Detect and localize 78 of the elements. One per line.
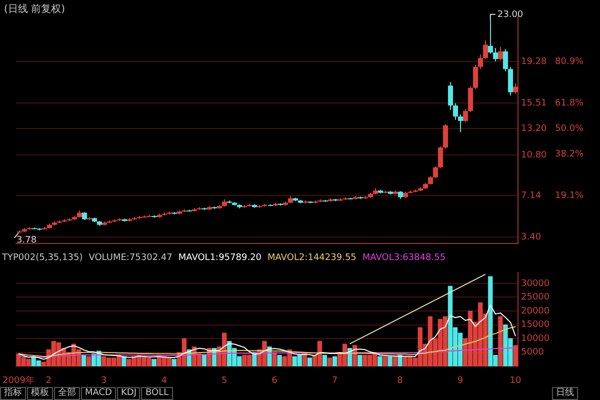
y-tick-label: 15000 (521, 320, 550, 330)
y-tick-label: 15.51 (521, 98, 547, 109)
bar (152, 358, 156, 366)
candlestick (488, 20, 493, 54)
x-tick-label: 4 (161, 376, 168, 386)
y-tick-label: 19.28 (521, 56, 548, 67)
candlestick (433, 166, 438, 178)
bar (332, 356, 338, 366)
legend-title: TYP002(5,35,135) (2, 252, 83, 264)
bar (86, 356, 92, 366)
x-tick-label: 2 (46, 376, 52, 386)
bar (382, 356, 388, 366)
text: MAVOL2:144239.55 (268, 252, 356, 264)
x-tick-label: 5 (221, 376, 228, 386)
candlestick (443, 124, 448, 150)
bar (327, 358, 332, 366)
x-tick-label: 6 (272, 376, 278, 386)
candlestick (513, 82, 518, 94)
bar (358, 354, 362, 366)
x-tick-label: 9 (457, 376, 464, 386)
y-tick-label: 10000 (521, 334, 550, 344)
bar (498, 316, 503, 366)
y-tick-label: 3.40 (521, 232, 542, 242)
bar (172, 358, 176, 366)
x-tick-label: 8 (397, 376, 404, 386)
candlestick (463, 108, 468, 123)
text: BOLL (141, 387, 173, 400)
text: MACD (81, 387, 116, 400)
candlestick (483, 40, 488, 60)
candlestick (458, 114, 463, 133)
y2-tick-label: 50.0% (555, 124, 584, 134)
annotation: 3.78 (16, 236, 37, 246)
x-tick-label: 10 (510, 376, 522, 386)
bar (378, 356, 382, 366)
candlestick (508, 66, 513, 96)
candlestick (473, 64, 478, 90)
candlestick (448, 82, 453, 110)
text: MAVOL3:63848.55 (362, 252, 446, 264)
candlestick (478, 54, 483, 70)
x-tick-label: 2009年 (2, 374, 34, 386)
text: VOLUME:75302.47 (88, 252, 172, 264)
bar (307, 358, 312, 366)
chart-title: (日线 前复权) (4, 2, 65, 16)
y-tick-label: 10.80 (521, 150, 548, 161)
candlestick (468, 86, 473, 113)
bar (277, 354, 282, 366)
text: 全部 (54, 387, 80, 400)
y-tick-label: 30000 (521, 278, 550, 289)
y2-tick-label: 38.2% (555, 150, 584, 160)
y2-tick-label: 19.1% (555, 190, 584, 201)
bar (392, 356, 398, 366)
y-tick-label: 20000 (521, 306, 550, 316)
bar (322, 354, 328, 366)
candlestick (493, 48, 498, 62)
y-tick-label: 13.20 (521, 124, 548, 134)
bar (202, 354, 207, 366)
candlestick (498, 46, 503, 61)
x-tick-label: 3 (100, 376, 107, 386)
text: KDJ (116, 387, 140, 400)
bar (513, 345, 518, 366)
y-tick-label: 25000 (521, 292, 550, 303)
annotation: 23.00 (497, 10, 524, 20)
bar (388, 356, 392, 366)
y-tick-label: 7.14 (521, 190, 542, 201)
bar (398, 354, 402, 366)
y2-tick-label: 61.8% (555, 98, 584, 108)
text: 模板 (27, 387, 53, 400)
text: 指标 (0, 387, 26, 400)
text: 日线 (552, 387, 578, 400)
text: MAVOL1:95789.20 (178, 252, 262, 264)
candlestick (503, 48, 508, 72)
x-tick-label: 7 (332, 376, 338, 386)
y2-tick-label: 80.9% (555, 57, 584, 68)
bar (122, 356, 126, 366)
y-tick-label: 5000 (521, 348, 544, 358)
candlestick (453, 102, 458, 120)
bar (272, 352, 277, 366)
candlestick (438, 146, 443, 168)
